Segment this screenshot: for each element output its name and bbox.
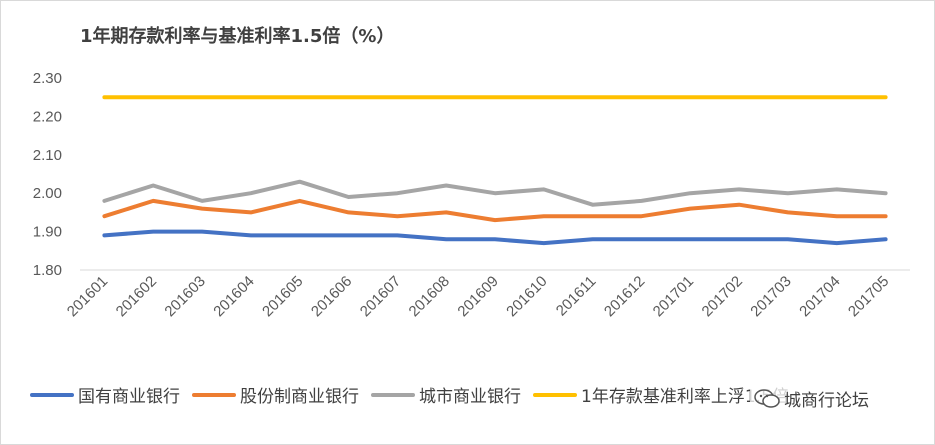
x-tick-label-2: 201603: [161, 273, 208, 320]
watermark-text: 城商行论坛: [784, 391, 869, 411]
x-tick-label-14: 201703: [747, 273, 794, 320]
legend-item-2: 城市商业银行: [371, 382, 521, 407]
x-tick-label-8: 201609: [454, 273, 501, 320]
x-tick-label-1: 201602: [113, 273, 160, 320]
legend-label-3: 1年存款基准利率上浮1.5倍: [581, 387, 789, 407]
x-tick-label-7: 201608: [406, 273, 453, 320]
x-tick-label-9: 201610: [503, 273, 550, 320]
series-lines: [102, 95, 888, 246]
x-tick-label-15: 201704: [796, 273, 843, 320]
watermark: 城商行论坛: [750, 386, 873, 411]
x-tick-label-4: 201605: [259, 273, 306, 320]
y-axis-ticks: 1.80 1.90 2.00 2.10 2.20 2.30: [33, 70, 62, 279]
legend-swatch-2: [371, 392, 415, 397]
x-tick-label-5: 201606: [308, 273, 355, 320]
legend-item-1: 股份制商业银行: [192, 382, 359, 407]
legend-swatch-1: [192, 392, 236, 397]
x-tick-label-6: 201607: [357, 273, 404, 320]
x-axis-ticks: 201601 201602 201603 201604 201605 201606 2016…: [64, 273, 893, 320]
legend-swatch-3: [533, 392, 577, 397]
x-tick-label-0: 201601: [64, 273, 111, 320]
x-tick-label-16: 201705: [845, 273, 892, 320]
chart-title: 1年期存款利率与基准利率1.5倍（%）: [80, 26, 395, 47]
legend: 国有商业银行 股份制商业银行 城市商业银行 1年存款基准利率上浮1.5倍: [30, 382, 801, 407]
x-tick-label-12: 201701: [650, 273, 697, 320]
wechat-icon: [754, 388, 780, 408]
legend-label-2: 城市商业银行: [419, 387, 521, 407]
y-tick-label-5: 2.30: [33, 70, 62, 87]
legend-item-0: 国有商业银行: [30, 382, 180, 407]
y-tick-label-1: 1.90: [33, 224, 62, 241]
legend-label-0: 国有商业银行: [78, 387, 180, 407]
legend-item-3: 1年存款基准利率上浮1.5倍: [533, 382, 789, 407]
x-tick-label-3: 201604: [210, 273, 257, 320]
x-tick-label-11: 201612: [601, 273, 648, 320]
y-tick-label-2: 2.00: [33, 185, 62, 202]
y-tick-label-3: 2.10: [33, 147, 62, 164]
series-line-0: [102, 229, 888, 246]
legend-label-1: 股份制商业银行: [240, 387, 359, 407]
x-tick-label-10: 201611: [553, 273, 600, 320]
y-tick-label-0: 1.80: [33, 262, 62, 279]
series-line-2: [102, 179, 888, 207]
x-tick-label-13: 201702: [699, 273, 746, 320]
series-line-1: [102, 198, 888, 223]
legend-swatch-0: [30, 392, 74, 397]
y-tick-label-4: 2.20: [33, 108, 62, 125]
